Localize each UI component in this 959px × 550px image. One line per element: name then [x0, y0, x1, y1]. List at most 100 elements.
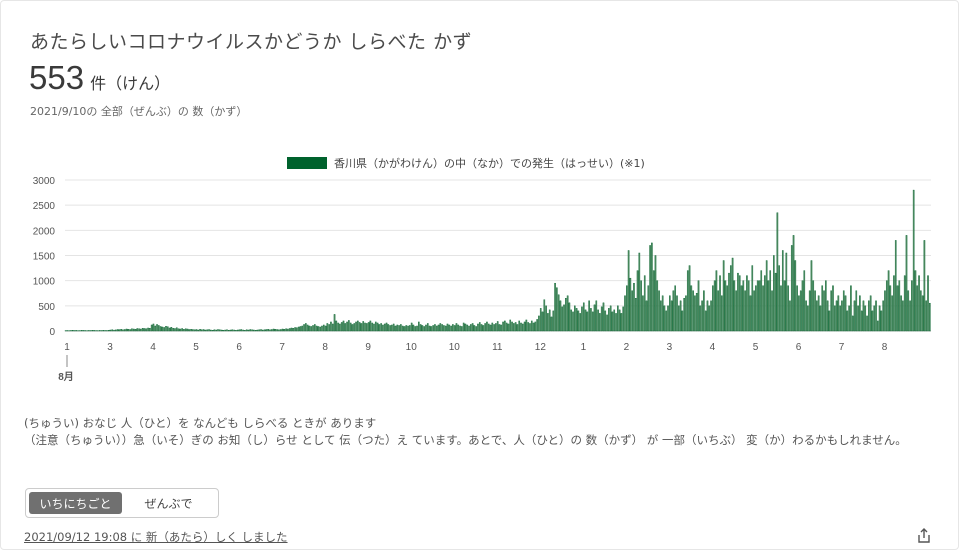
data-bar: [789, 300, 791, 332]
data-bar: [781, 250, 784, 332]
data-bar: [658, 290, 660, 332]
data-bar: [729, 265, 732, 332]
data-bar: [168, 327, 171, 332]
data-bar: [541, 311, 544, 332]
data-bar: [172, 328, 174, 332]
data-bar: [426, 323, 429, 332]
data-bar: [89, 330, 92, 332]
data-bar: [593, 304, 596, 332]
data-bar: [851, 315, 854, 332]
cumulative-toggle-button[interactable]: ぜんぶで: [144, 496, 193, 511]
data-bar: [425, 324, 427, 332]
data-bar: [814, 290, 816, 332]
date-note: 2021/9/10の 全部（ぜんぶ）の 数（かず）: [30, 105, 248, 118]
data-bar: [765, 260, 768, 332]
data-bar: [448, 324, 451, 332]
daily-toggle-button[interactable]: いちにちごと: [29, 492, 122, 514]
data-bar: [559, 300, 562, 332]
data-bar: [238, 329, 241, 332]
data-bar: [496, 321, 499, 332]
data-bar: [505, 322, 508, 332]
data-bar: [319, 326, 321, 332]
data-bar: [878, 305, 881, 332]
share-icon[interactable]: [915, 527, 933, 545]
data-bar: [71, 330, 74, 332]
data-bar: [885, 280, 888, 332]
data-bar: [674, 285, 676, 332]
data-bar: [470, 324, 472, 332]
data-bar: [618, 309, 621, 332]
data-bar: [285, 328, 287, 332]
data-bar: [828, 310, 831, 332]
data-bar: [606, 314, 608, 332]
data-bar: [301, 325, 304, 332]
data-bar: [380, 323, 382, 332]
data-bar: [287, 328, 289, 332]
x-tick-label: 3: [667, 342, 673, 353]
data-bar: [351, 324, 354, 332]
data-bar: [746, 275, 748, 332]
data-bar: [294, 327, 296, 332]
data-bar: [602, 302, 605, 332]
data-bar: [817, 295, 820, 332]
data-bar: [681, 310, 684, 332]
data-bar: [529, 323, 531, 332]
data-bar: [383, 323, 386, 332]
y-tick-label: 3000: [33, 176, 56, 187]
total-display: 553 件（けん）: [29, 59, 170, 97]
data-bar: [581, 306, 583, 332]
data-bar: [367, 322, 370, 332]
data-bar: [799, 290, 802, 332]
data-bar: [722, 260, 725, 332]
data-bar: [823, 290, 825, 332]
data-bar: [457, 324, 460, 332]
data-bar: [514, 322, 517, 332]
y-tick-label: 1500: [33, 252, 56, 263]
data-bar: [226, 329, 228, 332]
data-bar: [218, 329, 221, 332]
data-bar: [909, 300, 911, 332]
data-bar: [604, 310, 607, 332]
data-bar: [107, 330, 110, 332]
data-bar: [392, 323, 395, 332]
data-bar: [894, 240, 897, 332]
data-bar: [816, 300, 818, 332]
data-bar: [136, 328, 139, 332]
data-bar: [683, 298, 685, 332]
data-bar: [663, 305, 666, 332]
data-bar: [758, 280, 761, 332]
data-bar: [453, 325, 456, 332]
data-bar: [147, 327, 149, 332]
data-bar: [893, 275, 895, 332]
data-bar: [158, 325, 160, 332]
data-bar: [633, 282, 635, 332]
data-bar: [222, 330, 225, 332]
data-bar: [482, 325, 485, 332]
x-tick-label: 5: [193, 342, 199, 353]
data-bar: [699, 305, 702, 332]
data-bar: [774, 272, 777, 332]
data-bar: [929, 302, 931, 332]
data-bar: [464, 323, 467, 332]
data-bar: [79, 330, 81, 332]
data-bar: [430, 326, 433, 332]
data-bar: [844, 295, 847, 332]
data-bar: [432, 325, 434, 332]
data-bar: [419, 324, 422, 332]
data-bar: [873, 305, 876, 332]
data-bar: [435, 325, 438, 332]
data-bar: [412, 324, 415, 332]
data-bar: [518, 320, 521, 332]
data-bar: [803, 270, 806, 332]
data-bar: [93, 330, 96, 332]
data-bar: [712, 285, 714, 332]
data-bar: [299, 326, 302, 332]
data-bar: [821, 285, 824, 332]
data-bar: [918, 275, 920, 332]
data-bar: [566, 295, 569, 332]
data-bar: [672, 290, 675, 332]
last-updated-link[interactable]: 2021/09/12 19:08 に 新（あたら）しく しました: [24, 530, 288, 544]
data-bar: [175, 327, 178, 332]
data-bar: [258, 329, 261, 332]
data-bar: [374, 321, 377, 332]
